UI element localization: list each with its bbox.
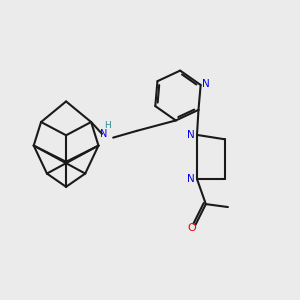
Text: N: N [187, 130, 195, 140]
Text: O: O [188, 223, 196, 233]
Text: N: N [187, 174, 195, 184]
Text: H: H [104, 121, 111, 130]
Text: N: N [202, 80, 210, 89]
Text: N: N [100, 129, 107, 139]
